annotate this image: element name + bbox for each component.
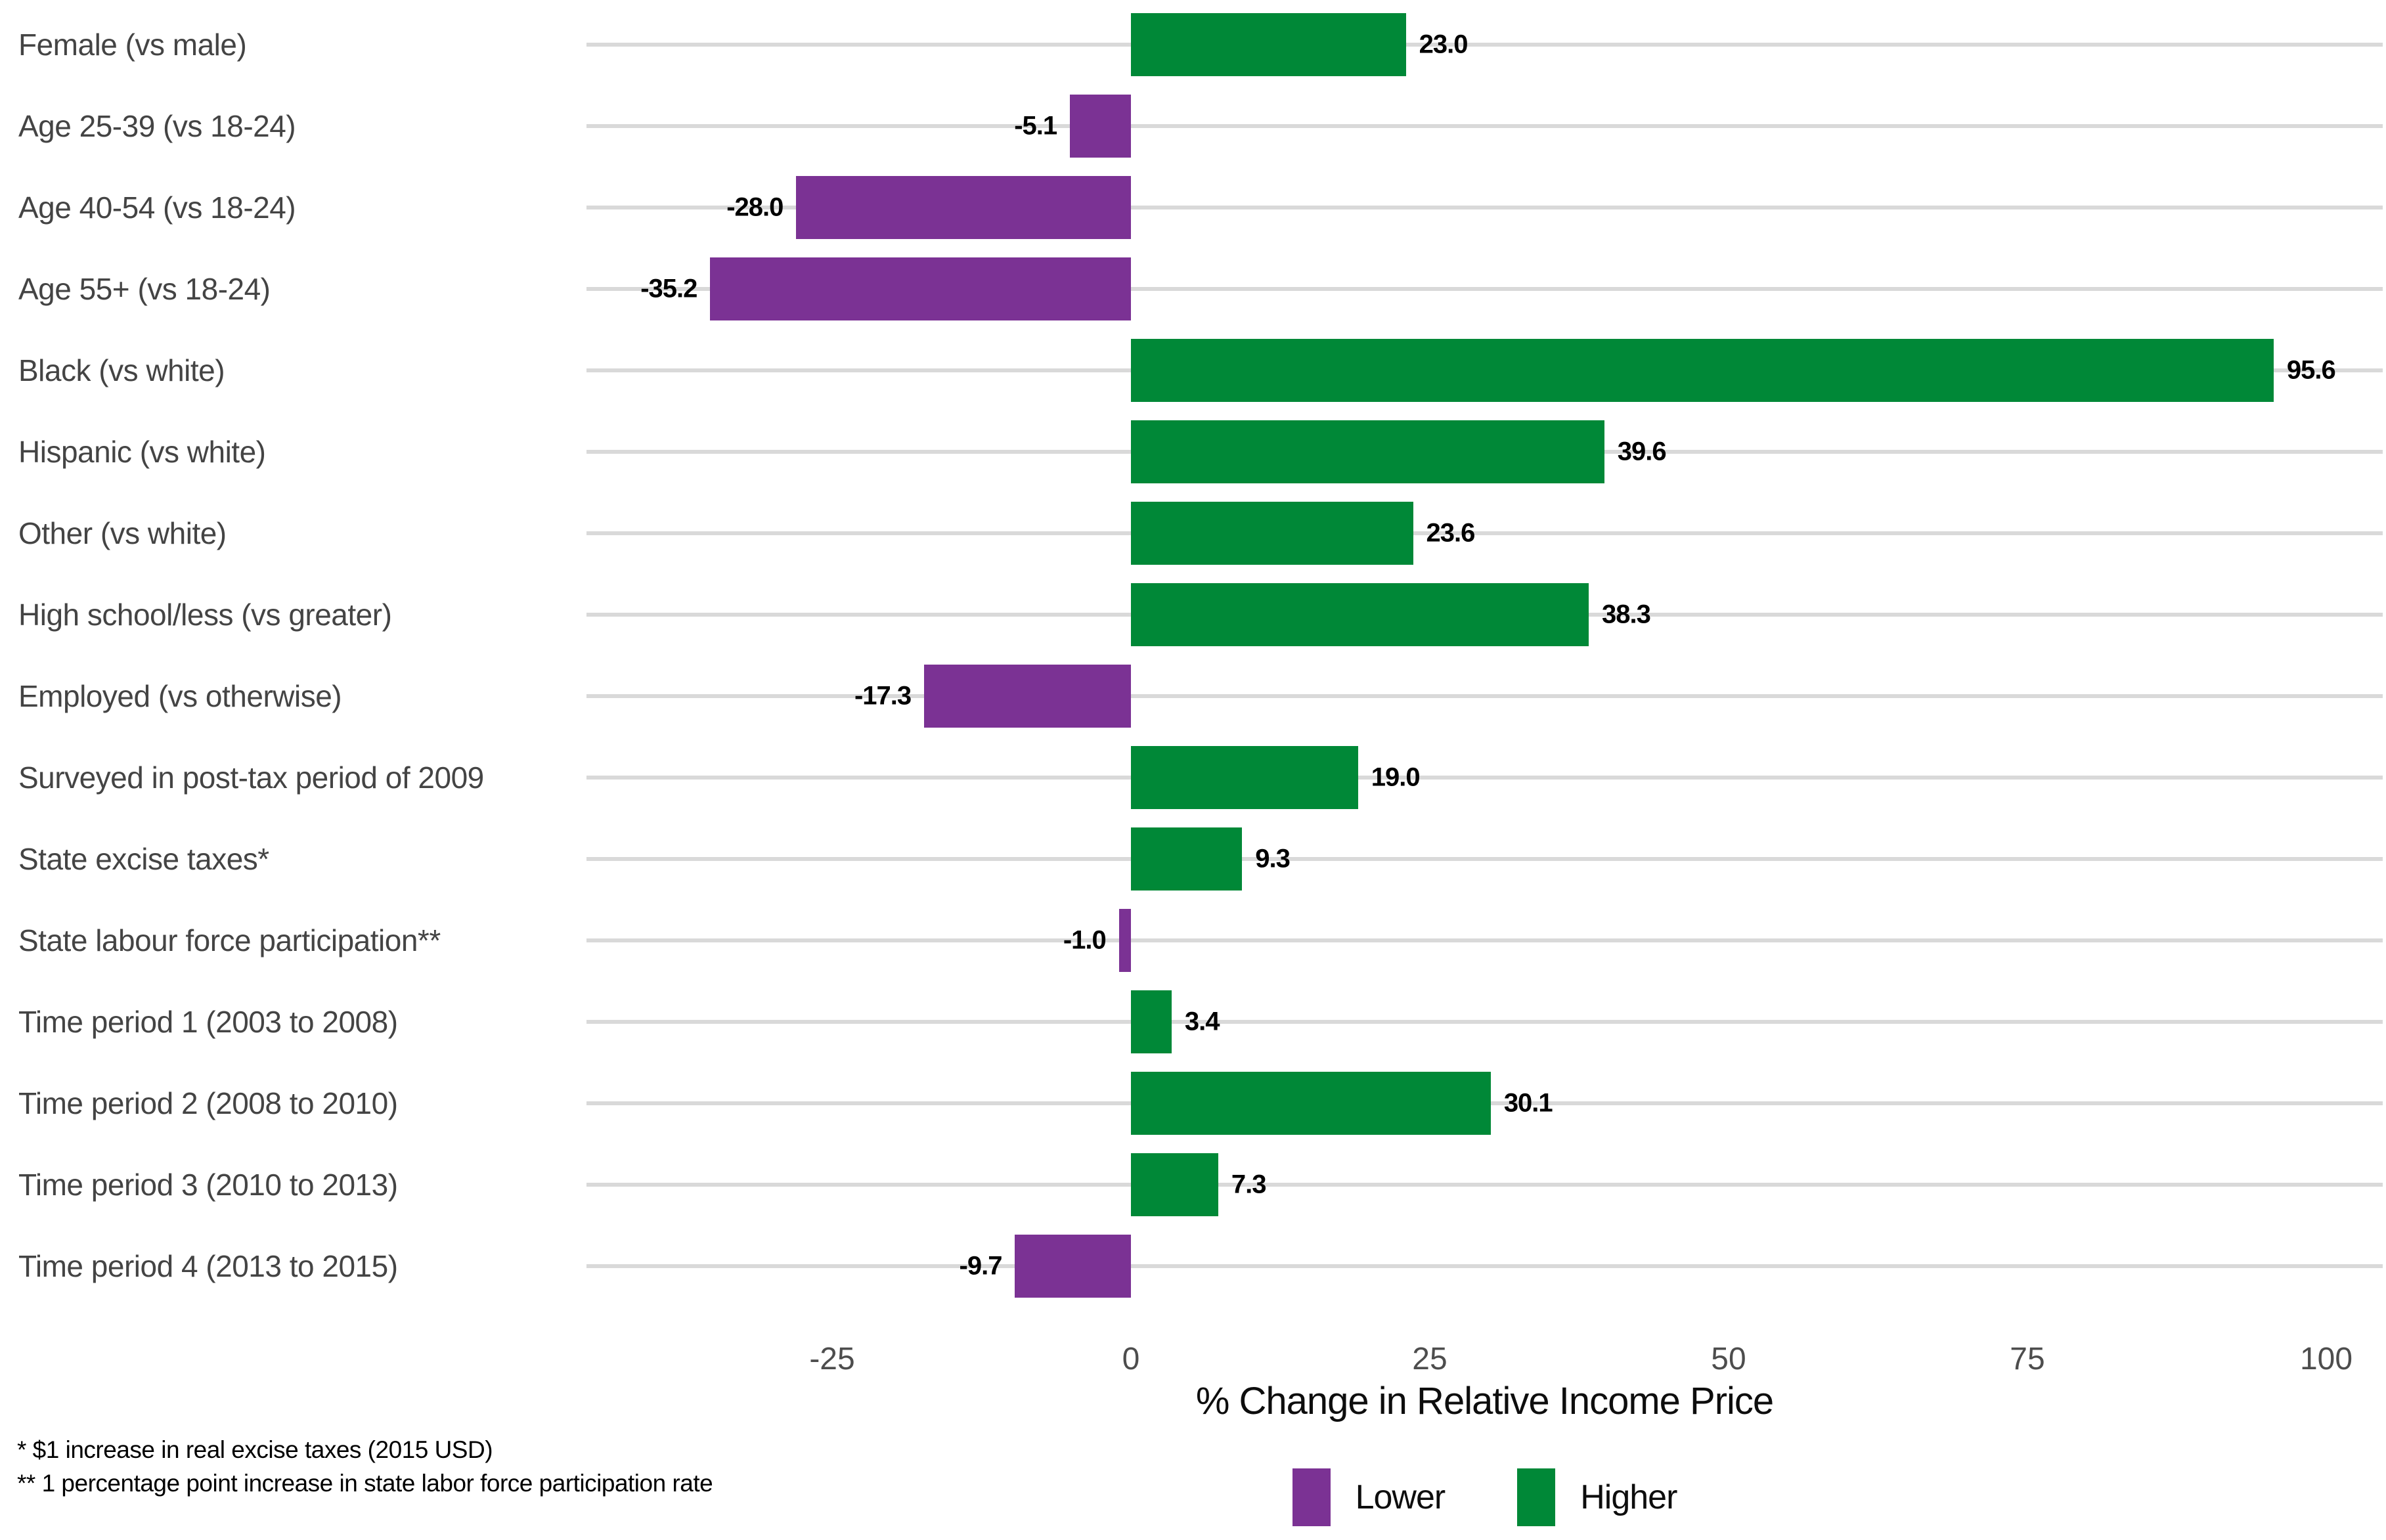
category-label: Female (vs male) bbox=[18, 28, 247, 62]
gridline bbox=[586, 694, 2383, 698]
category-label: Time period 3 (2010 to 2013) bbox=[18, 1168, 398, 1202]
bar-lower bbox=[1070, 95, 1131, 158]
x-tick-label: -25 bbox=[809, 1342, 855, 1376]
legend-item-higher: Higher bbox=[1517, 1468, 1677, 1526]
gridline bbox=[586, 938, 2383, 942]
category-label: Age 40-54 (vs 18-24) bbox=[18, 190, 296, 225]
category-label: High school/less (vs greater) bbox=[18, 598, 392, 632]
bar-higher bbox=[1131, 827, 1243, 891]
gridline bbox=[586, 776, 2383, 780]
category-label: Black (vs white) bbox=[18, 353, 225, 387]
gridline bbox=[586, 1264, 2383, 1268]
bar-higher bbox=[1131, 583, 1589, 646]
value-label: 3.4 bbox=[1184, 1007, 1220, 1036]
category-label: Other (vs white) bbox=[18, 516, 227, 550]
bar-lower bbox=[924, 665, 1131, 728]
bar-higher bbox=[1131, 502, 1413, 565]
footnotes: * $1 increase in real excise taxes (2015… bbox=[17, 1433, 713, 1500]
value-label: -35.2 bbox=[640, 274, 697, 303]
gridline bbox=[586, 1183, 2383, 1187]
x-tick-label: 25 bbox=[1412, 1342, 1447, 1376]
x-tick-label: 100 bbox=[2299, 1342, 2353, 1376]
value-label: -17.3 bbox=[854, 681, 912, 711]
x-axis-title: % Change in Relative Income Price bbox=[1195, 1380, 1774, 1422]
x-tick-label: 50 bbox=[1711, 1342, 1746, 1376]
gridline bbox=[586, 43, 2383, 47]
bar-higher bbox=[1131, 13, 1406, 76]
bar-lower bbox=[710, 257, 1131, 320]
value-label: 39.6 bbox=[1617, 437, 1667, 466]
value-label: 23.0 bbox=[1419, 30, 1469, 59]
category-label: Time period 4 (2013 to 2015) bbox=[18, 1249, 398, 1283]
value-label: -1.0 bbox=[1063, 925, 1107, 955]
gridline bbox=[586, 124, 2383, 128]
gridline bbox=[586, 1020, 2383, 1024]
x-tick-label: 0 bbox=[1122, 1342, 1140, 1376]
value-label: 19.0 bbox=[1371, 762, 1421, 792]
higher-swatch-icon bbox=[1517, 1468, 1556, 1526]
category-label: Hispanic (vs white) bbox=[18, 435, 266, 469]
bar-higher bbox=[1131, 1153, 1218, 1216]
category-label: Employed (vs otherwise) bbox=[18, 679, 342, 713]
bar-lower bbox=[1015, 1235, 1131, 1298]
bar-lower bbox=[796, 176, 1131, 239]
gridline bbox=[586, 531, 2383, 535]
bar-higher bbox=[1131, 420, 1604, 483]
category-label: Time period 1 (2003 to 2008) bbox=[18, 1005, 398, 1039]
legend-label-lower: Lower bbox=[1355, 1478, 1446, 1516]
legend-label-higher: Higher bbox=[1580, 1478, 1677, 1516]
category-label: State excise taxes* bbox=[18, 842, 269, 876]
bar-higher bbox=[1131, 746, 1358, 809]
category-label: Age 25-39 (vs 18-24) bbox=[18, 109, 296, 143]
value-label: 38.3 bbox=[1602, 600, 1651, 629]
footnote-labor-force: ** 1 percentage point increase in state … bbox=[17, 1470, 713, 1497]
category-label: Age 55+ (vs 18-24) bbox=[18, 272, 271, 306]
footnote-excise-taxes: * $1 increase in real excise taxes (2015… bbox=[17, 1436, 493, 1463]
category-label: State labour force participation** bbox=[18, 923, 441, 957]
value-label: -5.1 bbox=[1014, 111, 1057, 141]
bar-higher bbox=[1131, 990, 1172, 1053]
legend: Lower Higher bbox=[586, 1468, 2383, 1526]
value-label: 9.3 bbox=[1255, 844, 1291, 873]
gridline bbox=[586, 857, 2383, 861]
value-label: 95.6 bbox=[2286, 355, 2336, 385]
category-label: Time period 2 (2008 to 2010) bbox=[18, 1086, 398, 1120]
category-label: Surveyed in post-tax period of 2009 bbox=[18, 760, 484, 795]
value-label: -9.7 bbox=[959, 1251, 1003, 1281]
lower-swatch-icon bbox=[1292, 1468, 1331, 1526]
legend-item-lower: Lower bbox=[1292, 1468, 1446, 1526]
value-label: 23.6 bbox=[1426, 518, 1476, 548]
value-label: -28.0 bbox=[726, 192, 784, 222]
gridline bbox=[586, 206, 2383, 209]
x-tick-label: 75 bbox=[2010, 1342, 2045, 1376]
bar-higher bbox=[1131, 1072, 1491, 1135]
value-label: 30.1 bbox=[1503, 1088, 1553, 1118]
bar-higher bbox=[1131, 339, 2274, 402]
value-label: 7.3 bbox=[1231, 1170, 1267, 1199]
gridline bbox=[586, 287, 2383, 291]
bar-lower bbox=[1118, 909, 1131, 972]
